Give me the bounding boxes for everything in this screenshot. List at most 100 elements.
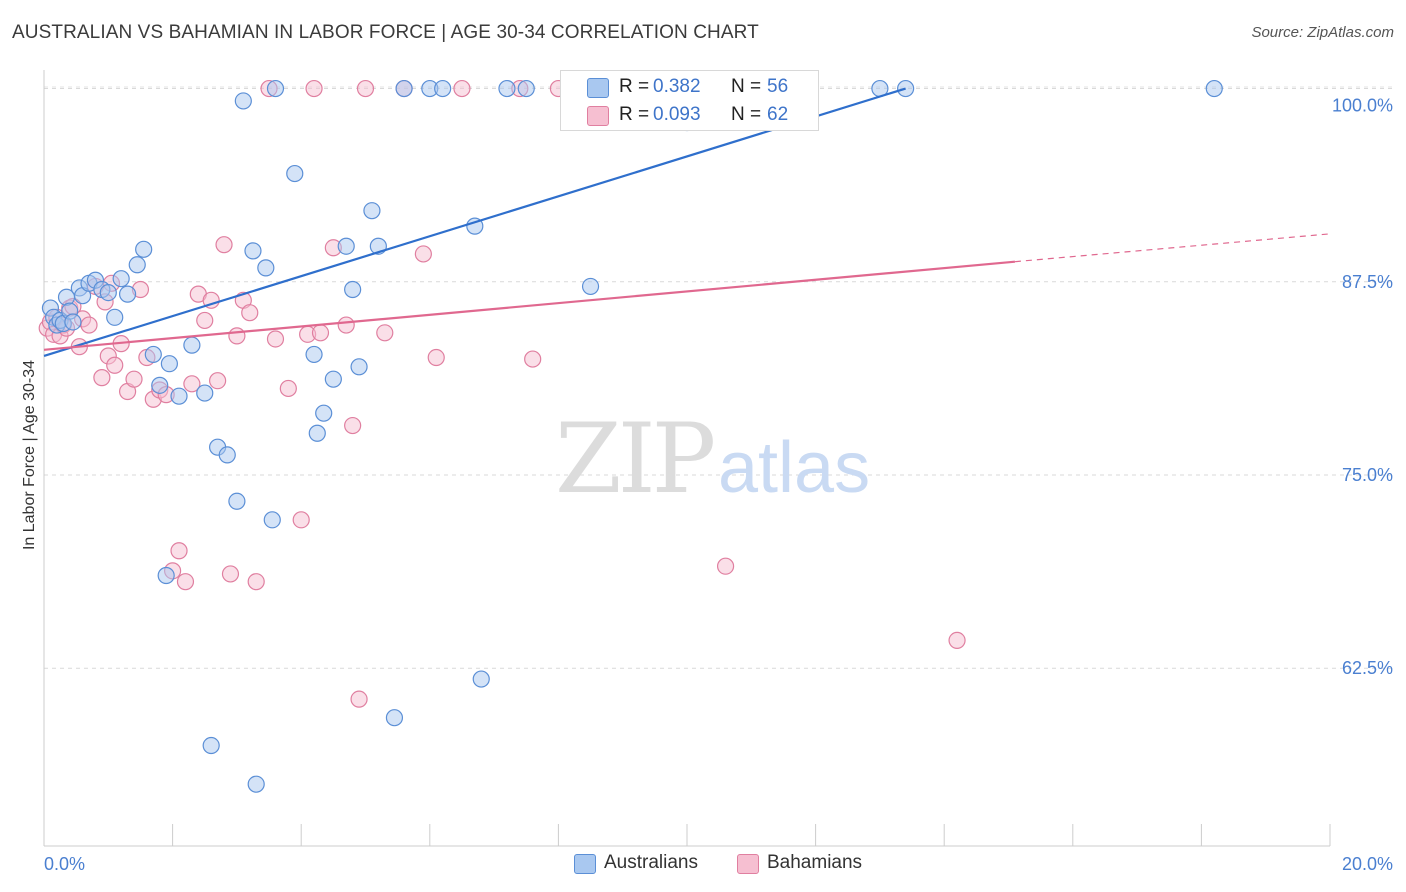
- point-bahamians: [170, 542, 188, 560]
- source-label: Source: ZipAtlas.com: [1251, 24, 1394, 41]
- point-australians: [218, 446, 236, 464]
- y-axis-ticks: 62.5% 75.0% 87.5% 100.0%: [1332, 96, 1393, 679]
- point-australians: [202, 736, 220, 755]
- gridlines: [44, 86, 1395, 669]
- legend-n-label: N =: [731, 76, 762, 97]
- point-bahamians: [948, 631, 966, 650]
- point-australians: [118, 285, 137, 303]
- point-australians: [350, 358, 368, 376]
- point-bahamians: [305, 79, 323, 98]
- watermark: ZIP atlas: [555, 403, 870, 515]
- point-australians: [183, 336, 201, 354]
- point-australians: [234, 92, 252, 110]
- x-tick-label-max: 20.0%: [1342, 854, 1393, 874]
- point-australians: [1205, 79, 1223, 98]
- point-bahamians: [716, 557, 735, 575]
- point-bahamians: [524, 350, 542, 368]
- x-tick-label-min: 0.0%: [44, 854, 85, 874]
- bottom-legend-label-australians: Australians: [604, 852, 698, 873]
- legend-swatch-australians: [587, 78, 609, 98]
- point-bahamians: [196, 311, 214, 330]
- point-australians: [263, 511, 281, 529]
- point-australians: [305, 345, 323, 364]
- point-bahamians: [176, 573, 195, 591]
- legend-box: R = 0.382 N = 56 R = 0.093 N = 62: [560, 70, 819, 131]
- point-bahamians: [266, 330, 285, 348]
- legend-n-label: N =: [731, 104, 762, 125]
- point-australians: [64, 313, 82, 331]
- point-australians: [286, 164, 304, 183]
- axes: [43, 70, 1331, 847]
- point-bahamians: [337, 316, 355, 334]
- point-bahamians: [209, 372, 227, 390]
- point-bahamians: [344, 416, 362, 435]
- point-australians: [170, 387, 188, 405]
- legend-n-value-bahamians: 62: [767, 104, 789, 125]
- point-bahamians: [376, 324, 394, 342]
- point-bahamians: [247, 573, 265, 591]
- trend-line-australians: [43, 87, 906, 358]
- trend-line-bahamians: [43, 260, 1016, 351]
- point-australians: [266, 79, 285, 98]
- bottom-legend: Australians Bahamians: [0, 852, 1406, 878]
- point-australians: [498, 79, 516, 98]
- point-bahamians: [414, 245, 432, 263]
- point-bahamians: [292, 511, 310, 529]
- point-australians: [581, 277, 600, 296]
- watermark-zip: ZIP: [555, 403, 714, 515]
- point-australians: [517, 79, 535, 98]
- chart-title: AUSTRALIAN VS BAHAMIAN IN LABOR FORCE | …: [12, 22, 759, 43]
- point-bahamians: [279, 379, 297, 398]
- bottom-legend-label-bahamians: Bahamians: [767, 852, 863, 873]
- point-australians: [112, 270, 130, 288]
- point-australians: [472, 670, 490, 688]
- point-australians: [337, 237, 355, 255]
- legend-r-value-australians: 0.382: [653, 76, 701, 97]
- y-tick-label: 75.0%: [1342, 465, 1393, 485]
- point-bahamians: [350, 690, 368, 708]
- y-tick-label: 62.5%: [1342, 658, 1393, 678]
- bottom-legend-swatch-bahamians: [737, 854, 759, 874]
- point-australians: [128, 256, 146, 274]
- point-australians: [106, 308, 124, 326]
- point-bahamians: [93, 369, 111, 387]
- point-australians: [160, 355, 178, 373]
- point-australians: [151, 376, 169, 394]
- point-bahamians: [125, 370, 143, 388]
- point-australians: [99, 283, 117, 302]
- point-australians: [157, 566, 175, 585]
- point-bahamians: [311, 324, 330, 342]
- point-bahamians: [427, 348, 445, 367]
- y-axis-label: In Labor Force | Age 30-34: [21, 360, 38, 550]
- point-australians: [228, 492, 246, 510]
- point-bahamians: [356, 79, 375, 98]
- point-australians: [308, 424, 326, 442]
- point-bahamians: [106, 356, 124, 374]
- point-australians: [135, 240, 153, 258]
- legend-r-label: R =: [619, 104, 650, 125]
- series-bahamians-points: [38, 79, 966, 708]
- point-bahamians: [215, 236, 233, 254]
- point-australians: [385, 709, 404, 727]
- point-australians: [257, 259, 275, 277]
- point-bahamians: [241, 304, 259, 322]
- trend-line-bahamians-extension: [1014, 233, 1331, 263]
- point-australians: [324, 370, 342, 388]
- y-tick-label: 100.0%: [1332, 96, 1393, 116]
- legend-r-value-bahamians: 0.093: [653, 104, 701, 125]
- legend-n-value-australians: 56: [767, 76, 789, 97]
- legend-row-australians: R = 0.382 N = 56: [561, 74, 818, 102]
- x-axis-ticks: 0.0% 20.0%: [44, 854, 1393, 874]
- point-australians: [196, 384, 214, 402]
- point-bahamians: [228, 327, 246, 345]
- point-bahamians: [453, 79, 471, 98]
- point-australians: [363, 202, 381, 220]
- point-australians: [144, 345, 162, 364]
- point-australians: [395, 79, 413, 98]
- point-australians: [315, 404, 333, 422]
- y-tick-label: 87.5%: [1342, 272, 1393, 292]
- legend-swatch-bahamians: [587, 106, 609, 126]
- bottom-legend-swatch-australians: [574, 854, 596, 874]
- series-australians-points: [41, 79, 1223, 793]
